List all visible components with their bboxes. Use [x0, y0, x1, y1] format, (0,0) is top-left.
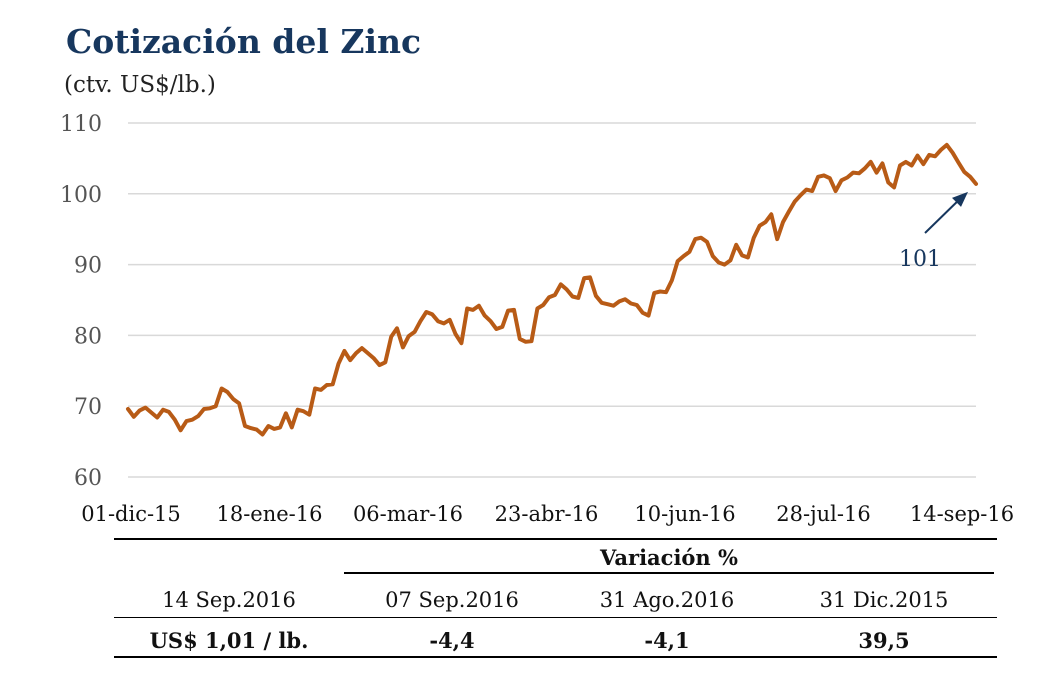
- x-tick-label: 23-abr-16: [495, 502, 599, 526]
- y-tick-label: 60: [74, 466, 102, 491]
- x-tick-label: 06-mar-16: [353, 502, 463, 526]
- table-group-rule: [344, 572, 994, 574]
- chart-subtitle: (ctv. US$/lb.): [64, 72, 216, 98]
- annotation-arrow-head: [952, 191, 968, 207]
- y-tick-label: 100: [60, 183, 102, 208]
- table-col-header: 31 Dic.2015: [819, 588, 949, 612]
- table-col-header: 07 Sep.2016: [385, 588, 519, 612]
- table-group-header: Variación %: [600, 545, 738, 570]
- x-tick-label: 14-sep-16: [910, 502, 1014, 526]
- table-value-cell: -4,1: [644, 628, 690, 653]
- y-axis-ticks: 60 70 80 90 100 110: [60, 112, 102, 491]
- y-tick-label: 80: [74, 324, 102, 349]
- annotation: 101: [899, 191, 968, 272]
- y-tick-label: 70: [74, 395, 102, 420]
- zinc-price-chart: 60 70 80 90 100 110 01-dic-15 18-ene-16 06-mar-…: [60, 112, 1014, 526]
- table-mid-rule: [114, 617, 997, 618]
- series-line-zinc: [126, 142, 978, 437]
- annotation-arrow: [924, 198, 961, 234]
- grid-lines: [128, 122, 976, 478]
- x-tick-label: 18-ene-16: [216, 502, 322, 526]
- annotation-label: 101: [899, 247, 941, 272]
- table-col-header: 14 Sep.2016: [162, 588, 296, 612]
- x-tick-label: 28-jul-16: [776, 502, 870, 526]
- table-value-cell: -4,4: [429, 628, 475, 653]
- x-tick-label: 10-jun-16: [634, 502, 735, 526]
- chart-title: Cotización del Zinc: [66, 22, 422, 61]
- y-tick-label: 110: [60, 112, 102, 137]
- table-col-header: 31 Ago.2016: [599, 588, 735, 612]
- y-tick-label: 90: [74, 254, 102, 279]
- x-axis-ticks: 01-dic-15 18-ene-16 06-mar-16 23-abr-16 10-j…: [81, 502, 1014, 526]
- x-tick-label: 01-dic-15: [81, 502, 181, 526]
- table-value-cell: US$ 1,01 / lb.: [149, 628, 309, 653]
- table-bottom-rule: [114, 656, 997, 658]
- table-value-cell: 39,5: [858, 628, 910, 653]
